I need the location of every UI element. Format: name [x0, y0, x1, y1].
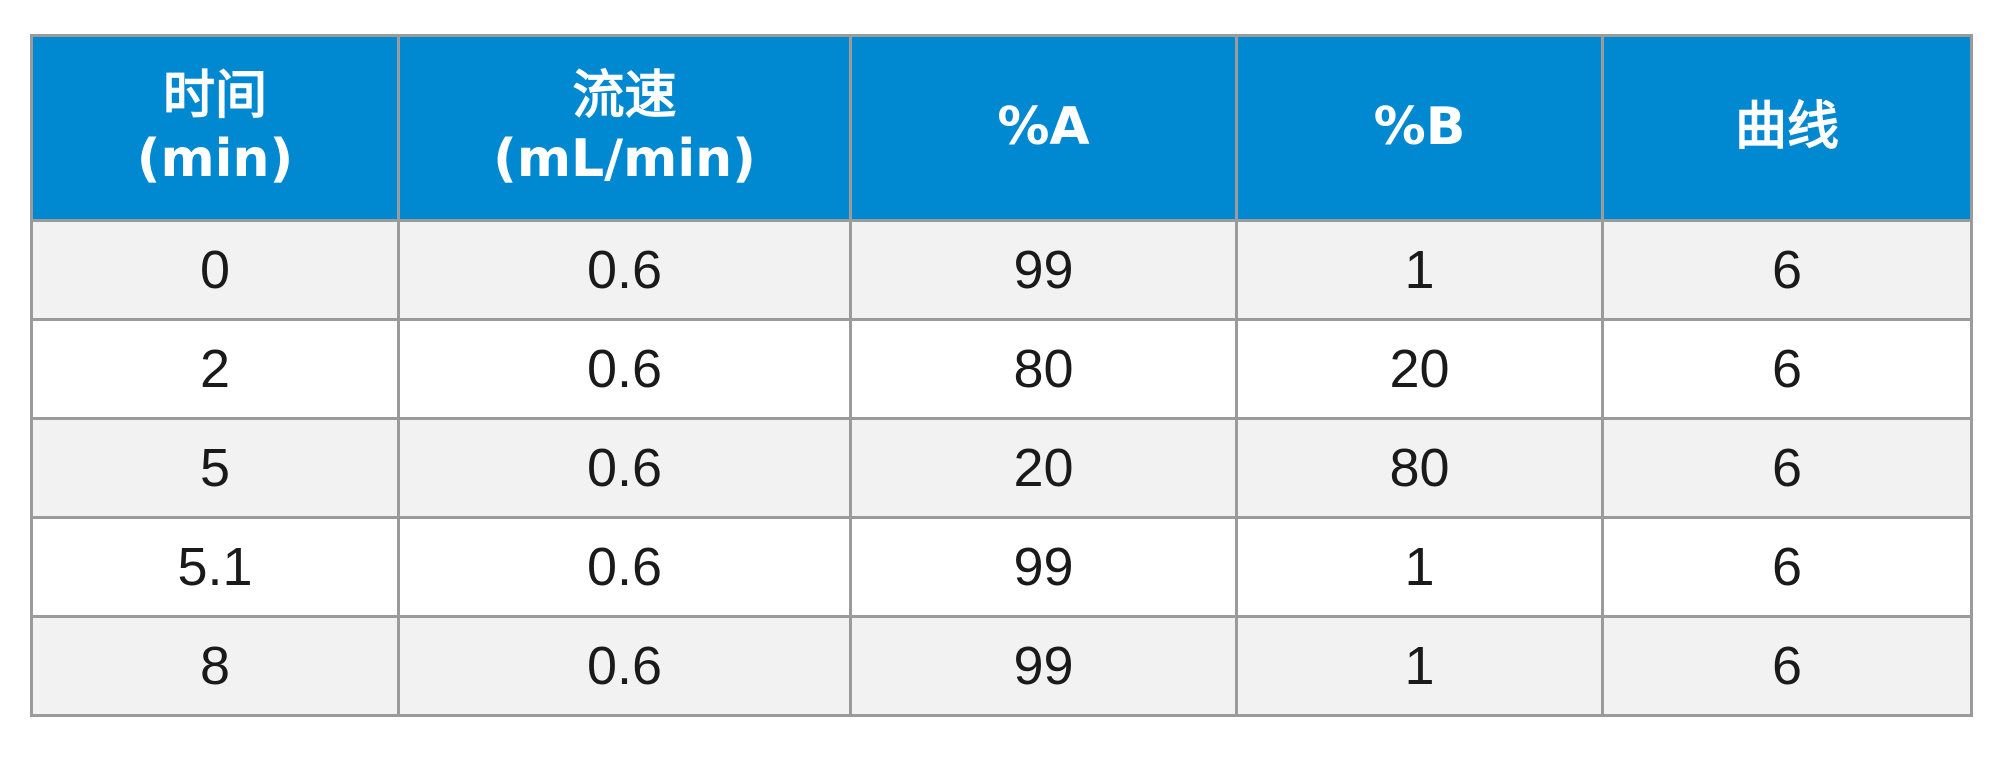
- cell-time: 8: [30, 615, 400, 717]
- cell-time: 0: [30, 219, 400, 321]
- cell-percent-b: 1: [1235, 615, 1604, 717]
- cell-percent-b: 1: [1235, 219, 1604, 321]
- header-curve-label: 曲线: [1734, 97, 1839, 158]
- header-percent-a: %A: [849, 34, 1238, 222]
- gradient-table: 时间 (min) 流速 (mL/min) %A %B 曲线: [30, 34, 1973, 717]
- header-flow-rate: 流速 (mL/min): [397, 34, 852, 222]
- table-row: 5 0.6 20 80 6: [30, 417, 1973, 519]
- cell-time: 2: [30, 318, 400, 420]
- cell-flow-rate: 0.6: [397, 318, 852, 420]
- header-flow-rate-unit: (mL/min): [493, 129, 756, 189]
- header-time-label: 时间: [162, 65, 267, 126]
- header-percent-b-label: %B: [1373, 97, 1466, 158]
- header-time-unit: (min): [136, 129, 294, 189]
- cell-flow-rate: 0.6: [397, 417, 852, 519]
- cell-curve: 6: [1601, 318, 1973, 420]
- cell-percent-a: 99: [849, 516, 1238, 618]
- cell-time: 5.1: [30, 516, 400, 618]
- cell-time: 5: [30, 417, 400, 519]
- cell-flow-rate: 0.6: [397, 219, 852, 321]
- cell-curve: 6: [1601, 615, 1973, 717]
- cell-curve: 6: [1601, 516, 1973, 618]
- cell-percent-b: 80: [1235, 417, 1604, 519]
- table-body: 0 0.6 99 1 6 2 0.6 80 20 6 5 0.6 20 80 6: [30, 219, 1973, 717]
- header-time: 时间 (min): [30, 34, 400, 222]
- cell-percent-a: 20: [849, 417, 1238, 519]
- cell-flow-rate: 0.6: [397, 516, 852, 618]
- table-row: 8 0.6 99 1 6: [30, 615, 1973, 717]
- cell-percent-a: 80: [849, 318, 1238, 420]
- header-row: 时间 (min) 流速 (mL/min) %A %B 曲线: [30, 34, 1973, 222]
- header-percent-b: %B: [1235, 34, 1604, 222]
- table-header: 时间 (min) 流速 (mL/min) %A %B 曲线: [30, 34, 1973, 222]
- gradient-table-container: 时间 (min) 流速 (mL/min) %A %B 曲线: [30, 34, 1973, 717]
- cell-flow-rate: 0.6: [397, 615, 852, 717]
- header-curve: 曲线: [1601, 34, 1973, 222]
- table-row: 0 0.6 99 1 6: [30, 219, 1973, 321]
- header-percent-a-label: %A: [997, 97, 1090, 158]
- cell-percent-a: 99: [849, 219, 1238, 321]
- cell-curve: 6: [1601, 219, 1973, 321]
- header-flow-rate-label: 流速: [572, 65, 677, 126]
- cell-curve: 6: [1601, 417, 1973, 519]
- cell-percent-b: 1: [1235, 516, 1604, 618]
- table-row: 5.1 0.6 99 1 6: [30, 516, 1973, 618]
- table-row: 2 0.6 80 20 6: [30, 318, 1973, 420]
- cell-percent-a: 99: [849, 615, 1238, 717]
- cell-percent-b: 20: [1235, 318, 1604, 420]
